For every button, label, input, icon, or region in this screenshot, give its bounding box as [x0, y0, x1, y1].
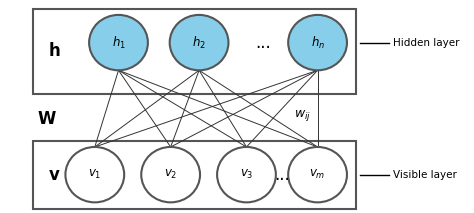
FancyBboxPatch shape	[33, 141, 356, 209]
Ellipse shape	[89, 15, 148, 70]
Text: Visible layer: Visible layer	[393, 170, 457, 180]
Text: ...: ...	[255, 34, 271, 52]
Text: ...: ...	[274, 166, 290, 184]
Text: $\mathbf{W}$: $\mathbf{W}$	[37, 110, 57, 128]
Text: $\mathbf{v}$: $\mathbf{v}$	[48, 166, 61, 184]
Ellipse shape	[288, 15, 347, 70]
Ellipse shape	[288, 147, 347, 202]
Text: $\mathbf{h}$: $\mathbf{h}$	[48, 42, 61, 60]
Text: $v_{m}$: $v_{m}$	[310, 168, 326, 181]
Text: Hidden layer: Hidden layer	[393, 38, 460, 47]
Text: $h_{n}$: $h_{n}$	[310, 35, 325, 51]
Ellipse shape	[170, 15, 228, 70]
Text: $w_{ij}$: $w_{ij}$	[294, 108, 311, 122]
Text: $v_{3}$: $v_{3}$	[240, 168, 253, 181]
Ellipse shape	[141, 147, 200, 202]
Text: $h_{1}$: $h_{1}$	[111, 35, 126, 51]
Text: $v_{1}$: $v_{1}$	[88, 168, 101, 181]
Text: $h_{2}$: $h_{2}$	[192, 35, 206, 51]
Ellipse shape	[65, 147, 124, 202]
Ellipse shape	[217, 147, 276, 202]
Text: $v_{2}$: $v_{2}$	[164, 168, 177, 181]
FancyBboxPatch shape	[33, 9, 356, 94]
